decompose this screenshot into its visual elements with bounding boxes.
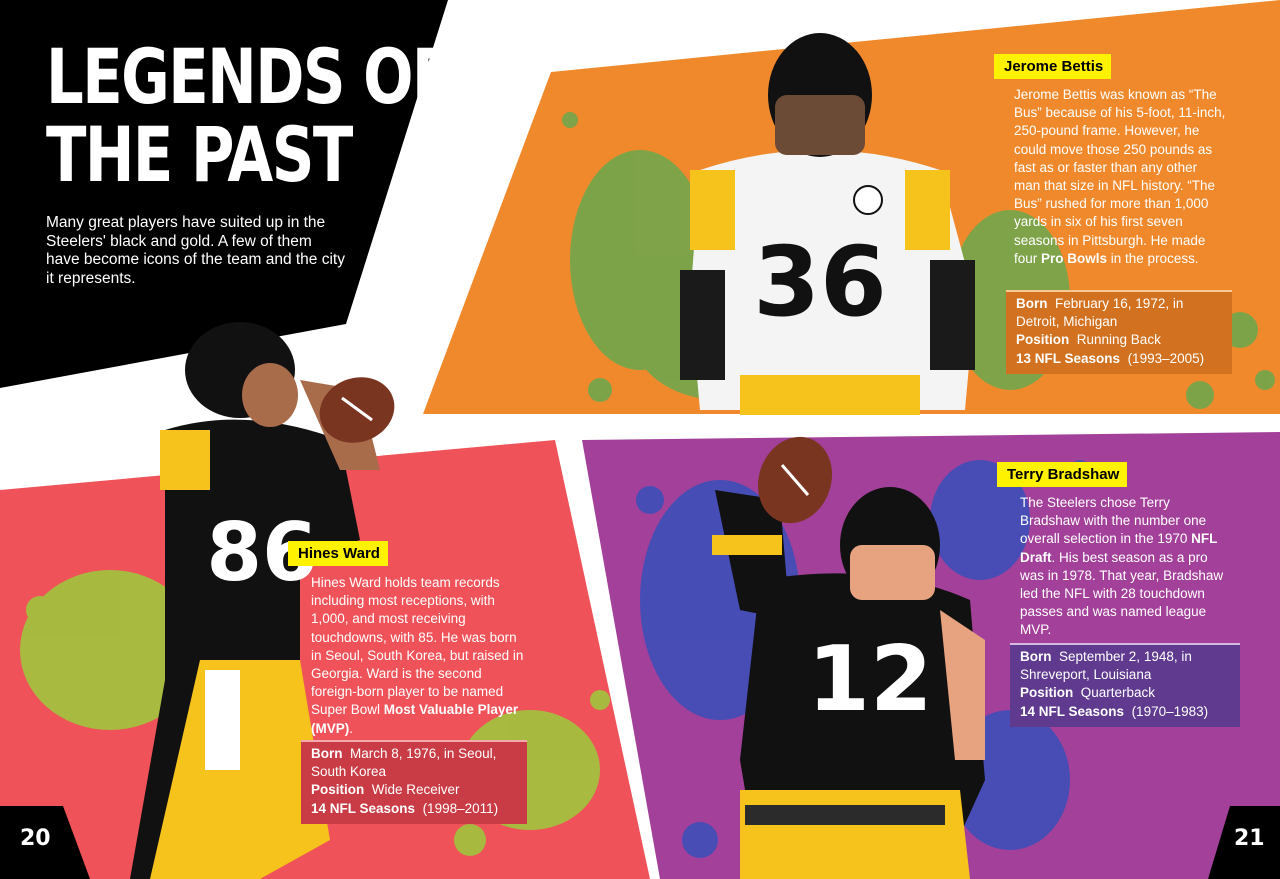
bettis-seasons: (1993–2005) bbox=[1127, 350, 1205, 366]
ward-bio: Hines Ward holds team records including … bbox=[311, 574, 529, 738]
page-number-left: 20 bbox=[20, 826, 51, 851]
page-title: LEGENDS OF THE PAST bbox=[46, 32, 452, 199]
intro-text: Many great players have suited up in the… bbox=[46, 214, 345, 287]
bettis-photo: 36 bbox=[680, 33, 975, 415]
bettis-bio-text: Jerome Bettis was known as “The Bus” bec… bbox=[1014, 87, 1226, 266]
bradshaw-seasons-label: 14 NFL Seasons bbox=[1020, 703, 1125, 719]
bradshaw-born: September 2, 1948, in Shreveport, Louisi… bbox=[1020, 649, 1192, 683]
ward-photo: 86 bbox=[130, 322, 395, 879]
bettis-born: February 16, 1972, in Detroit, Michigan bbox=[1016, 296, 1184, 330]
bradshaw-bio-bold: NFL Draft bbox=[1020, 531, 1218, 565]
bradshaw-bio-text: The Steelers chose Terry Bradshaw with t… bbox=[1020, 495, 1207, 547]
ward-bio-text: Hines Ward holds team records including … bbox=[311, 575, 524, 718]
left-page-tab bbox=[0, 806, 90, 879]
ward-born: March 8, 1976, in Seoul, South Korea bbox=[311, 746, 497, 780]
football-icon bbox=[319, 377, 395, 443]
bradshaw-bio-text-end: . His best season as a pro was in 1978. … bbox=[1020, 549, 1224, 638]
bettis-seasons-label: 13 NFL Seasons bbox=[1016, 350, 1121, 366]
ward-name-tag: Hines Ward bbox=[288, 541, 388, 566]
bradshaw-born-label: Born bbox=[1020, 649, 1052, 664]
bettis-born-label: Born bbox=[1016, 296, 1048, 311]
bradshaw-photo: 12 bbox=[712, 436, 985, 879]
bradshaw-seasons: (1970–1983) bbox=[1131, 703, 1209, 719]
bradshaw-name-tag: Terry Bradshaw bbox=[997, 462, 1128, 487]
page-title-line-1: LEGENDS OF bbox=[46, 32, 452, 121]
page-title-line-2: THE PAST bbox=[46, 110, 353, 199]
bradshaw-fact-box: Born September 2, 1948, in Shreveport, L… bbox=[1010, 643, 1240, 727]
bradshaw-bio: The Steelers chose Terry Bradshaw with t… bbox=[1020, 494, 1232, 640]
right-page-tab bbox=[1208, 806, 1280, 879]
bettis-position: Running Back bbox=[1076, 332, 1161, 348]
bettis-bio-bold: Pro Bowls bbox=[1041, 250, 1108, 266]
title-panel bbox=[0, 0, 448, 388]
bettis-position-label: Position bbox=[1016, 332, 1070, 348]
ward-born-label: Born bbox=[311, 746, 343, 761]
ward-seasons-label: 14 NFL Seasons bbox=[311, 800, 416, 816]
football-icon bbox=[757, 436, 833, 524]
ward-position-label: Position bbox=[311, 782, 365, 798]
bradshaw-position-label: Position bbox=[1020, 685, 1074, 701]
page-number-right: 21 bbox=[1234, 826, 1265, 851]
ward-fact-box: Born March 8, 1976, in Seoul, South Kore… bbox=[301, 740, 527, 824]
ward-seasons: (1998–2011) bbox=[422, 800, 499, 816]
ward-position: Wide Receiver bbox=[371, 782, 460, 798]
bettis-fact-box: Born February 16, 1972, in Detroit, Mich… bbox=[1006, 290, 1232, 374]
bettis-bio-text-end: in the process. bbox=[1107, 250, 1199, 266]
ward-bio-text-end: . bbox=[349, 720, 354, 736]
ward-bio-bold: Most Valuable Player (MVP) bbox=[311, 702, 519, 736]
bradshaw-jersey-number: 12 bbox=[807, 627, 932, 732]
bettis-bio: Jerome Bettis was known as “The Bus” bec… bbox=[1014, 86, 1226, 268]
bettis-jersey-number: 36 bbox=[753, 226, 887, 338]
bradshaw-position: Quarterback bbox=[1080, 685, 1156, 701]
bettis-name-tag: Jerome Bettis bbox=[994, 54, 1112, 79]
